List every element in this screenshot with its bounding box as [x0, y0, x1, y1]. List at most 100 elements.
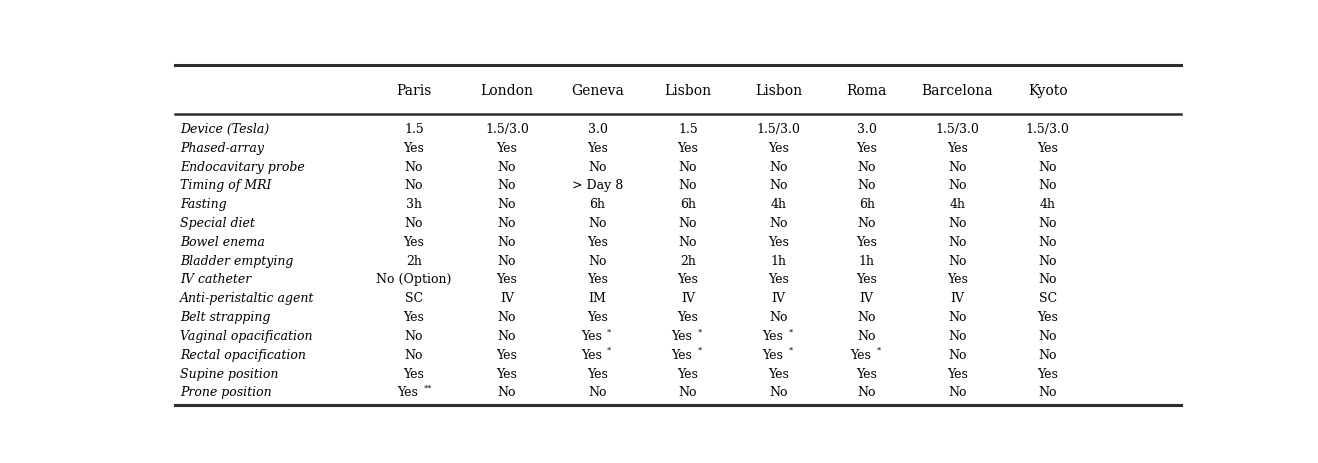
Text: Bladder emptying: Bladder emptying	[181, 254, 294, 267]
Text: Yes: Yes	[587, 235, 608, 248]
Text: No: No	[498, 217, 517, 230]
Text: Yes: Yes	[946, 367, 967, 380]
Text: Prone position: Prone position	[181, 386, 272, 399]
Text: No: No	[498, 254, 517, 267]
Text: 1.5: 1.5	[405, 123, 424, 136]
Text: Yes: Yes	[1037, 141, 1058, 154]
Text: Barcelona: Barcelona	[921, 83, 992, 97]
Text: IV: IV	[771, 292, 786, 305]
Text: Yes: Yes	[397, 386, 418, 399]
Text: Yes: Yes	[587, 141, 608, 154]
Text: No: No	[948, 386, 966, 399]
Text: Yes: Yes	[768, 235, 789, 248]
Text: No: No	[858, 217, 876, 230]
Text: Vaginal opacification: Vaginal opacification	[181, 329, 312, 342]
Text: Bowel enema: Bowel enema	[181, 235, 265, 248]
Text: No: No	[679, 235, 697, 248]
Text: 4h: 4h	[949, 198, 965, 211]
Text: Yes: Yes	[768, 141, 789, 154]
Text: No: No	[588, 254, 606, 267]
Text: Yes: Yes	[403, 310, 424, 323]
Text: No: No	[405, 217, 423, 230]
Text: Geneva: Geneva	[571, 83, 623, 97]
Text: Timing of MRI: Timing of MRI	[181, 179, 272, 192]
Text: *: *	[697, 327, 702, 336]
Text: IV catheter: IV catheter	[181, 273, 252, 286]
Text: 6h: 6h	[589, 198, 605, 211]
Text: Yes: Yes	[1037, 367, 1058, 380]
Text: Yes: Yes	[587, 310, 608, 323]
Text: Yes: Yes	[762, 348, 783, 361]
Text: No: No	[770, 160, 788, 173]
Text: London: London	[481, 83, 534, 97]
Text: No: No	[858, 310, 876, 323]
Text: No: No	[770, 310, 788, 323]
Text: No: No	[498, 310, 517, 323]
Text: Yes: Yes	[768, 273, 789, 286]
Text: IV: IV	[950, 292, 965, 305]
Text: No: No	[948, 254, 966, 267]
Text: No: No	[405, 348, 423, 361]
Text: No: No	[588, 217, 606, 230]
Text: IV: IV	[500, 292, 514, 305]
Text: No: No	[858, 160, 876, 173]
Text: Yes: Yes	[403, 367, 424, 380]
Text: No: No	[1039, 254, 1057, 267]
Text: No: No	[498, 179, 517, 192]
Text: Yes: Yes	[587, 367, 608, 380]
Text: Yes: Yes	[497, 348, 518, 361]
Text: Lisbon: Lisbon	[755, 83, 803, 97]
Text: Yes: Yes	[857, 273, 876, 286]
Text: Rectal opacification: Rectal opacification	[181, 348, 306, 361]
Text: IM: IM	[589, 292, 606, 305]
Text: Special diet: Special diet	[181, 217, 254, 230]
Text: No: No	[948, 310, 966, 323]
Text: No: No	[405, 179, 423, 192]
Text: Yes: Yes	[857, 141, 876, 154]
Text: 3.0: 3.0	[588, 123, 608, 136]
Text: Yes: Yes	[946, 273, 967, 286]
Text: No: No	[679, 179, 697, 192]
Text: No: No	[405, 160, 423, 173]
Text: No: No	[498, 160, 517, 173]
Text: No: No	[588, 160, 606, 173]
Text: *: *	[697, 346, 702, 354]
Text: Anti-peristaltic agent: Anti-peristaltic agent	[181, 292, 315, 305]
Text: 4h: 4h	[771, 198, 787, 211]
Text: No: No	[948, 329, 966, 342]
Text: Yes: Yes	[850, 348, 871, 361]
Text: No: No	[1039, 179, 1057, 192]
Text: No: No	[858, 329, 876, 342]
Text: Yes: Yes	[677, 310, 699, 323]
Text: Belt strapping: Belt strapping	[181, 310, 270, 323]
Text: *: *	[876, 346, 880, 354]
Text: Yes: Yes	[497, 273, 518, 286]
Text: No: No	[770, 386, 788, 399]
Text: IV: IV	[859, 292, 874, 305]
Text: No: No	[1039, 348, 1057, 361]
Text: 3.0: 3.0	[857, 123, 876, 136]
Text: Kyoto: Kyoto	[1028, 83, 1068, 97]
Text: 6h: 6h	[680, 198, 696, 211]
Text: Phased-array: Phased-array	[181, 141, 264, 154]
Text: 4h: 4h	[1040, 198, 1056, 211]
Text: 1.5/3.0: 1.5/3.0	[936, 123, 979, 136]
Text: Yes: Yes	[677, 273, 699, 286]
Text: Yes: Yes	[672, 348, 692, 361]
Text: No: No	[858, 386, 876, 399]
Text: Fasting: Fasting	[181, 198, 227, 211]
Text: 1h: 1h	[771, 254, 787, 267]
Text: Roma: Roma	[846, 83, 887, 97]
Text: No: No	[588, 386, 606, 399]
Text: 2h: 2h	[680, 254, 696, 267]
Text: No: No	[1039, 386, 1057, 399]
Text: No: No	[498, 235, 517, 248]
Text: No: No	[498, 329, 517, 342]
Text: No: No	[948, 235, 966, 248]
Text: *: *	[788, 346, 792, 354]
Text: No: No	[1039, 273, 1057, 286]
Text: *: *	[608, 346, 612, 354]
Text: 1.5/3.0: 1.5/3.0	[757, 123, 800, 136]
Text: > Day 8: > Day 8	[572, 179, 623, 192]
Text: Yes: Yes	[672, 329, 692, 342]
